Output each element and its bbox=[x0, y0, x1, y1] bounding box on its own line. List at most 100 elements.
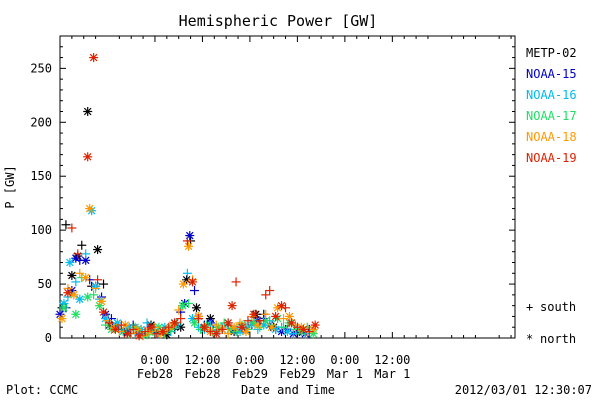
north-point bbox=[97, 296, 107, 306]
marker-stroke bbox=[83, 107, 92, 116]
south-point bbox=[174, 305, 184, 315]
south-point bbox=[182, 236, 192, 246]
south-point bbox=[195, 324, 205, 334]
marker-stroke bbox=[93, 245, 102, 254]
south-point bbox=[279, 322, 289, 332]
south-point bbox=[128, 324, 138, 334]
north-point bbox=[192, 303, 201, 313]
marker-stroke bbox=[170, 319, 179, 327]
north-point bbox=[253, 320, 263, 330]
marker-stroke bbox=[159, 327, 167, 336]
plot-frame bbox=[59, 35, 516, 339]
north-point bbox=[188, 277, 198, 287]
marker-stroke bbox=[75, 295, 84, 303]
north-point bbox=[83, 152, 93, 162]
south-point bbox=[217, 324, 227, 334]
marker-stroke bbox=[182, 275, 191, 284]
legend-entry: NOAA-18 bbox=[526, 130, 577, 144]
north-point bbox=[298, 324, 308, 334]
marker-stroke bbox=[89, 53, 98, 62]
south-point bbox=[71, 277, 81, 287]
marker-stroke bbox=[64, 288, 72, 297]
south-point bbox=[140, 327, 150, 337]
south-point bbox=[85, 275, 95, 285]
north-point bbox=[267, 322, 277, 332]
marker-stroke bbox=[135, 332, 143, 340]
north-point bbox=[199, 322, 209, 332]
south-point bbox=[184, 298, 194, 308]
north-point bbox=[71, 309, 81, 319]
south-point bbox=[93, 275, 103, 285]
south-point bbox=[91, 283, 101, 293]
south-point bbox=[61, 220, 71, 230]
south-point bbox=[261, 290, 271, 300]
south-point bbox=[114, 327, 124, 337]
legend-entry: NOAA-17 bbox=[526, 109, 577, 123]
south-point bbox=[73, 249, 83, 259]
north-point bbox=[83, 107, 93, 116]
chart-title: Hemispheric Power [GW] bbox=[179, 12, 378, 30]
x-tick-date: Feb28 bbox=[137, 367, 173, 381]
north-point bbox=[99, 307, 109, 317]
north-point bbox=[81, 273, 91, 283]
south-point bbox=[304, 327, 314, 337]
south-point bbox=[182, 268, 192, 278]
marker-stroke bbox=[176, 323, 185, 332]
south-point bbox=[223, 329, 233, 339]
south-point bbox=[190, 286, 200, 296]
legend-entry: NOAA-15 bbox=[526, 67, 577, 81]
x-axis-ticks: 0:00Feb2812:00Feb280:00Feb2912:00Feb290:… bbox=[71, 36, 512, 381]
legend-entry: METP-02 bbox=[526, 46, 577, 60]
marker-stroke bbox=[111, 325, 120, 334]
marker-stroke bbox=[72, 310, 80, 319]
north-point bbox=[134, 331, 144, 341]
marker-stroke bbox=[267, 323, 276, 332]
north-point bbox=[185, 231, 195, 241]
south-point bbox=[104, 318, 114, 328]
north-point bbox=[310, 320, 320, 330]
south-point bbox=[243, 316, 253, 326]
north-point bbox=[249, 309, 259, 319]
marker-stroke bbox=[287, 319, 296, 327]
legend-entry: NOAA-16 bbox=[526, 88, 577, 102]
south-point bbox=[89, 290, 99, 300]
marker-stroke bbox=[230, 323, 238, 332]
north-point bbox=[93, 245, 103, 255]
north-point bbox=[110, 324, 120, 334]
north-point bbox=[57, 314, 67, 324]
marker-stroke bbox=[250, 310, 258, 319]
data-points bbox=[55, 53, 320, 341]
north-point bbox=[190, 318, 200, 328]
marker-stroke bbox=[60, 304, 68, 312]
south-point bbox=[99, 279, 109, 289]
marker-stroke bbox=[70, 291, 78, 299]
marker-stroke bbox=[224, 319, 232, 327]
marker-stroke bbox=[283, 327, 292, 336]
marker-stroke bbox=[123, 329, 132, 338]
y-tick-label: 200 bbox=[30, 115, 52, 129]
marker-stroke bbox=[58, 314, 66, 323]
north-point bbox=[229, 322, 239, 332]
marker-stroke bbox=[277, 301, 286, 310]
marker-stroke bbox=[97, 297, 106, 306]
x-tick-date: Feb29 bbox=[232, 367, 268, 381]
north-symbol: * bbox=[526, 332, 533, 346]
y-tick-label: 250 bbox=[30, 61, 52, 75]
north-point bbox=[146, 322, 156, 332]
north-label: north bbox=[540, 332, 576, 346]
south-point bbox=[75, 268, 85, 278]
marker-stroke bbox=[147, 323, 155, 332]
north-point bbox=[277, 301, 287, 311]
north-point bbox=[71, 253, 81, 263]
south-point bbox=[211, 320, 221, 330]
north-point bbox=[170, 318, 180, 328]
marker-stroke bbox=[56, 310, 64, 319]
x-tick-time: 0:00 bbox=[330, 353, 359, 367]
north-point bbox=[122, 329, 132, 339]
north-point bbox=[63, 288, 73, 298]
north-point bbox=[284, 311, 294, 321]
south-point bbox=[101, 320, 110, 330]
south-symbol: + bbox=[526, 300, 533, 314]
north-point bbox=[227, 301, 237, 311]
